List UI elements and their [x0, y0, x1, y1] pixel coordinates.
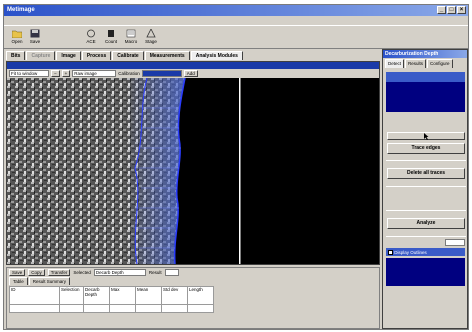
- module-tabs: Bits Capture Image Process Calibrate Mea…: [4, 51, 380, 60]
- result-field[interactable]: [164, 269, 179, 276]
- toolbar: Open Save ACE Count Macro Stage: [4, 25, 468, 49]
- tab-table[interactable]: Table: [9, 277, 28, 285]
- surface-edge-trace[interactable]: [173, 78, 186, 264]
- analyze-help-text: [386, 258, 465, 286]
- side-separator: [386, 210, 466, 211]
- menu-bar: [4, 16, 468, 25]
- cell: [135, 304, 162, 313]
- micrograph-view[interactable]: [7, 78, 379, 264]
- col-selection: Selection: [59, 286, 84, 305]
- macro-icon: [126, 29, 136, 38]
- tab-results[interactable]: Results: [405, 59, 427, 68]
- image-panel: Fit to window − + Raw image Calibration …: [6, 61, 380, 265]
- stage-icon: [146, 29, 156, 38]
- transfer-button[interactable]: Transfer: [47, 269, 71, 276]
- table-row[interactable]: [9, 304, 214, 313]
- table-header-row: ID Selection Decarb Depth Max Mean Std d…: [9, 286, 214, 305]
- pointer-tool-button[interactable]: [387, 132, 465, 140]
- trace-edges-button[interactable]: Trace edges: [387, 143, 465, 154]
- detect-help-text: [386, 82, 465, 112]
- display-outlines-row[interactable]: Display Outlines: [386, 248, 465, 256]
- depth-measure-lines: [133, 107, 181, 249]
- open-tool-button[interactable]: Open: [8, 29, 26, 48]
- tab-image[interactable]: Image: [56, 51, 81, 60]
- analysis-side-panel: Decarburization Depth Detect Results Con…: [382, 49, 468, 329]
- tab-capture[interactable]: Capture: [26, 51, 56, 60]
- copy-button[interactable]: Copy: [28, 269, 45, 276]
- close-button[interactable]: ×: [457, 6, 466, 14]
- maximize-button[interactable]: □: [447, 6, 456, 14]
- side-panel-title: Decarburization Depth: [383, 50, 467, 58]
- image-title-bar: [7, 62, 379, 69]
- display-outlines-label: Display Outlines: [394, 250, 427, 255]
- tab-detect[interactable]: Detect: [385, 59, 405, 68]
- app-window: Metimage _ □ × Open Save ACE Count Macro: [3, 4, 469, 330]
- side-section-header: [386, 72, 465, 82]
- cursor-icon: [424, 133, 429, 140]
- cell: [161, 304, 188, 313]
- fit-select[interactable]: Fit to window: [9, 70, 49, 77]
- image-divider: [239, 78, 241, 264]
- cell: [83, 304, 110, 313]
- side-separator: [386, 236, 466, 237]
- results-toolbar: Save Copy Transfer Selected Decarb Depth…: [7, 268, 379, 277]
- tab-result-summary[interactable]: Result Summary: [28, 277, 71, 285]
- col-length: Length: [187, 286, 214, 305]
- cell: [109, 304, 136, 313]
- side-separator: [386, 160, 466, 161]
- tab-configure[interactable]: Configure: [427, 59, 453, 68]
- tab-analysis-modules[interactable]: Analysis Modules: [190, 51, 243, 60]
- save-results-button[interactable]: Save: [9, 269, 26, 276]
- delete-all-traces-button[interactable]: Delete all traces: [387, 168, 465, 179]
- cell: [59, 304, 84, 313]
- folder-open-icon: [12, 30, 22, 38]
- col-decarb-depth: Decarb Depth: [83, 286, 110, 305]
- cell: [9, 304, 60, 313]
- result-label: Result: [148, 270, 162, 275]
- zoom-out-button[interactable]: −: [51, 70, 60, 77]
- tab-measurements[interactable]: Measurements: [144, 51, 190, 60]
- add-button[interactable]: Add: [183, 70, 198, 77]
- calibration-select[interactable]: [141, 70, 182, 77]
- tab-bits[interactable]: Bits: [6, 51, 26, 60]
- count-tool-button[interactable]: Count: [102, 29, 120, 48]
- image-toolbar: Fit to window − + Raw image Calibration …: [7, 69, 379, 78]
- window-title: Metimage: [7, 7, 35, 13]
- col-std-dev: Std dev: [161, 286, 188, 305]
- selection-select[interactable]: Decarb Depth: [93, 269, 146, 276]
- side-tabs: Detect Results Configure: [383, 58, 467, 68]
- col-mean: Mean: [135, 286, 162, 305]
- minimize-button[interactable]: _: [437, 6, 446, 14]
- col-id: ID: [9, 286, 60, 305]
- ace-icon: [87, 29, 95, 38]
- stage-tool-button[interactable]: Stage: [142, 29, 160, 48]
- save-tool-button[interactable]: Save: [26, 29, 44, 48]
- macro-tool-button[interactable]: Macro: [122, 29, 140, 48]
- side-value-field[interactable]: [445, 239, 465, 246]
- side-separator: [386, 186, 466, 187]
- tab-process[interactable]: Process: [81, 51, 112, 60]
- cell: [187, 304, 214, 313]
- title-bar: Metimage _ □ ×: [4, 5, 468, 16]
- zoom-in-button[interactable]: +: [61, 70, 71, 77]
- selection-label: Selected: [73, 270, 91, 275]
- count-icon: [108, 30, 114, 37]
- results-tabs: Table Result Summary: [7, 277, 379, 285]
- floppy-disk-icon: [30, 29, 40, 38]
- results-panel: Save Copy Transfer Selected Decarb Depth…: [6, 267, 380, 329]
- calibration-label: Calibration: [118, 71, 140, 76]
- analyze-button[interactable]: Analyze: [387, 218, 465, 229]
- status-bar: [0, 326, 472, 332]
- col-max: Max: [109, 286, 136, 305]
- display-outlines-checkbox[interactable]: [388, 250, 393, 256]
- zoom-select[interactable]: Raw image: [72, 70, 117, 77]
- tab-calibrate[interactable]: Calibrate: [112, 51, 144, 60]
- results-table: ID Selection Decarb Depth Max Mean Std d…: [9, 286, 214, 313]
- ace-tool-button[interactable]: ACE: [82, 29, 100, 48]
